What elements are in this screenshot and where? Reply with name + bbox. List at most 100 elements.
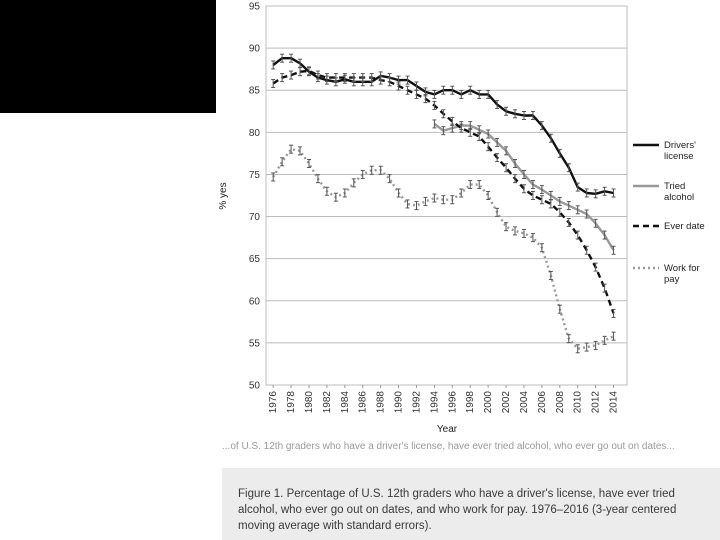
data-point-tried-alcohol [495,137,500,147]
error-bars [271,53,616,354]
legend-label-tried-alcohol-1: Tried [664,181,685,192]
series-line-drivers-license [272,57,614,196]
data-point-ever-date [333,73,338,83]
data-point-work-for-pay [566,334,571,344]
data-point-drivers-license [271,60,276,70]
data-point-work-for-pay [575,344,580,354]
data-point-work-for-pay [271,172,276,182]
y-tick-label: 75 [249,170,261,181]
data-point-drivers-license [477,89,482,99]
x-tick-label: 2000 [483,391,494,414]
data-point-work-for-pay [387,174,392,184]
data-point-ever-date [557,207,562,217]
redaction-block [0,0,216,113]
data-point-drivers-license [530,110,535,120]
data-point-tried-alcohol [602,230,607,240]
data-point-ever-date [548,199,553,209]
data-point-work-for-pay [557,304,562,314]
data-point-ever-date [414,89,419,99]
data-point-drivers-license [584,188,589,198]
x-tick-label: 1978 [286,391,297,414]
data-point-ever-date [378,75,383,85]
data-point-work-for-pay [530,233,535,243]
data-point-ever-date [351,73,356,83]
legend-label-drivers-license-2: license [664,151,694,162]
data-point-ever-date [450,116,455,126]
y-tick-label: 80 [249,128,261,139]
data-point-work-for-pay [351,178,356,188]
data-point-work-for-pay [584,342,589,352]
data-point-tried-alcohol [486,129,491,139]
figure-caption-box: Figure 1. Percentage of U.S. 12th grader… [222,468,720,540]
x-tick-label: 2004 [519,391,530,414]
x-tick-label: 1994 [429,391,440,414]
data-point-work-for-pay [450,195,455,205]
y-tick-label: 85 [249,86,261,97]
data-point-drivers-license [459,89,464,99]
data-point-work-for-pay [369,165,374,175]
data-point-drivers-license [405,75,410,85]
data-point-ever-date [593,262,598,272]
x-tick-label: 2002 [501,391,512,414]
data-point-drivers-license [566,163,571,173]
data-point-drivers-license [432,89,437,99]
legend-label-work-for-pay-1: Work for [664,263,700,274]
data-point-work-for-pay [459,188,464,198]
x-axis-title: Year [437,424,458,435]
data-point-drivers-license [521,110,526,120]
x-tick-label: 1982 [322,391,333,414]
data-point-ever-date [504,163,509,173]
y-tick-label: 90 [249,44,261,55]
y-tick-label: 55 [249,338,261,349]
y-tick-labels: 50 55 60 65 70 75 80 85 90 95 [249,2,261,392]
data-point-ever-date [396,81,401,91]
data-point-work-for-pay [504,222,509,232]
data-point-work-for-pay [360,169,365,179]
data-point-work-for-pay [324,186,329,196]
data-point-ever-date [584,245,589,255]
data-point-drivers-license [441,85,446,95]
data-point-ever-date [539,195,544,205]
legend-label-ever-date: Ever date [664,221,705,232]
data-point-work-for-pay [432,193,437,203]
data-point-ever-date [298,67,303,77]
x-tick-label: 2008 [555,391,566,414]
data-point-ever-date [405,85,410,95]
data-point-work-for-pay [521,228,526,238]
data-point-drivers-license [602,186,607,196]
data-point-drivers-license [280,53,285,63]
data-point-ever-date [315,70,320,80]
data-point-ever-date [468,127,473,137]
data-point-work-for-pay [495,207,500,217]
data-point-ever-date [432,100,437,110]
data-point-work-for-pay [289,144,294,154]
data-point-drivers-license [548,133,553,143]
data-point-tried-alcohol [521,169,526,179]
data-point-ever-date [611,308,616,318]
data-point-ever-date [477,132,482,142]
plot-frame [265,5,628,386]
data-point-work-for-pay [468,180,473,190]
data-point-tried-alcohol [566,201,571,211]
y-tick-label: 95 [249,2,261,13]
data-point-work-for-pay [405,199,410,209]
series-line-ever-date [272,69,615,314]
data-point-work-for-pay [414,201,419,211]
data-point-work-for-pay [378,165,383,175]
line-chart: 50 55 60 65 70 75 80 85 90 95 1976 1978 1980 1982 198… [218,2,705,436]
data-point-drivers-license [611,188,616,198]
truncated-text-line: ...of U.S. 12th graders who have a drive… [222,441,675,452]
data-point-work-for-pay [280,157,285,167]
data-point-ever-date [423,94,428,104]
series-line-work-for-pay [272,147,615,350]
y-tick-label: 60 [249,296,261,307]
data-point-ever-date [360,73,365,83]
data-point-tried-alcohol [593,218,598,228]
x-tick-label: 2012 [591,391,602,414]
data-point-work-for-pay [423,196,428,206]
data-point-ever-date [387,77,392,87]
data-point-ever-date [486,142,491,152]
x-tick-label: 1990 [394,391,405,414]
data-point-tried-alcohol [504,146,509,156]
data-point-ever-date [575,230,580,240]
